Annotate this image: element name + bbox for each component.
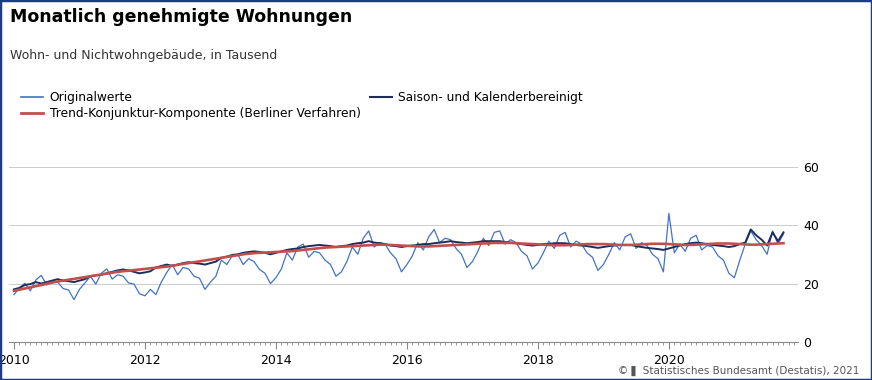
Text: Wohn- und Nichtwohngebäude, in Tausend: Wohn- und Nichtwohngebäude, in Tausend	[10, 49, 277, 62]
Text: © ▌ Statistisches Bundesamt (Destatis), 2021: © ▌ Statistisches Bundesamt (Destatis), …	[617, 366, 859, 376]
Legend: Originalwerte, Trend-Konjunktur-Komponente (Berliner Verfahren), Saison- und Kal: Originalwerte, Trend-Konjunktur-Komponen…	[17, 86, 588, 125]
Text: Monatlich genehmigte Wohnungen: Monatlich genehmigte Wohnungen	[10, 8, 352, 25]
